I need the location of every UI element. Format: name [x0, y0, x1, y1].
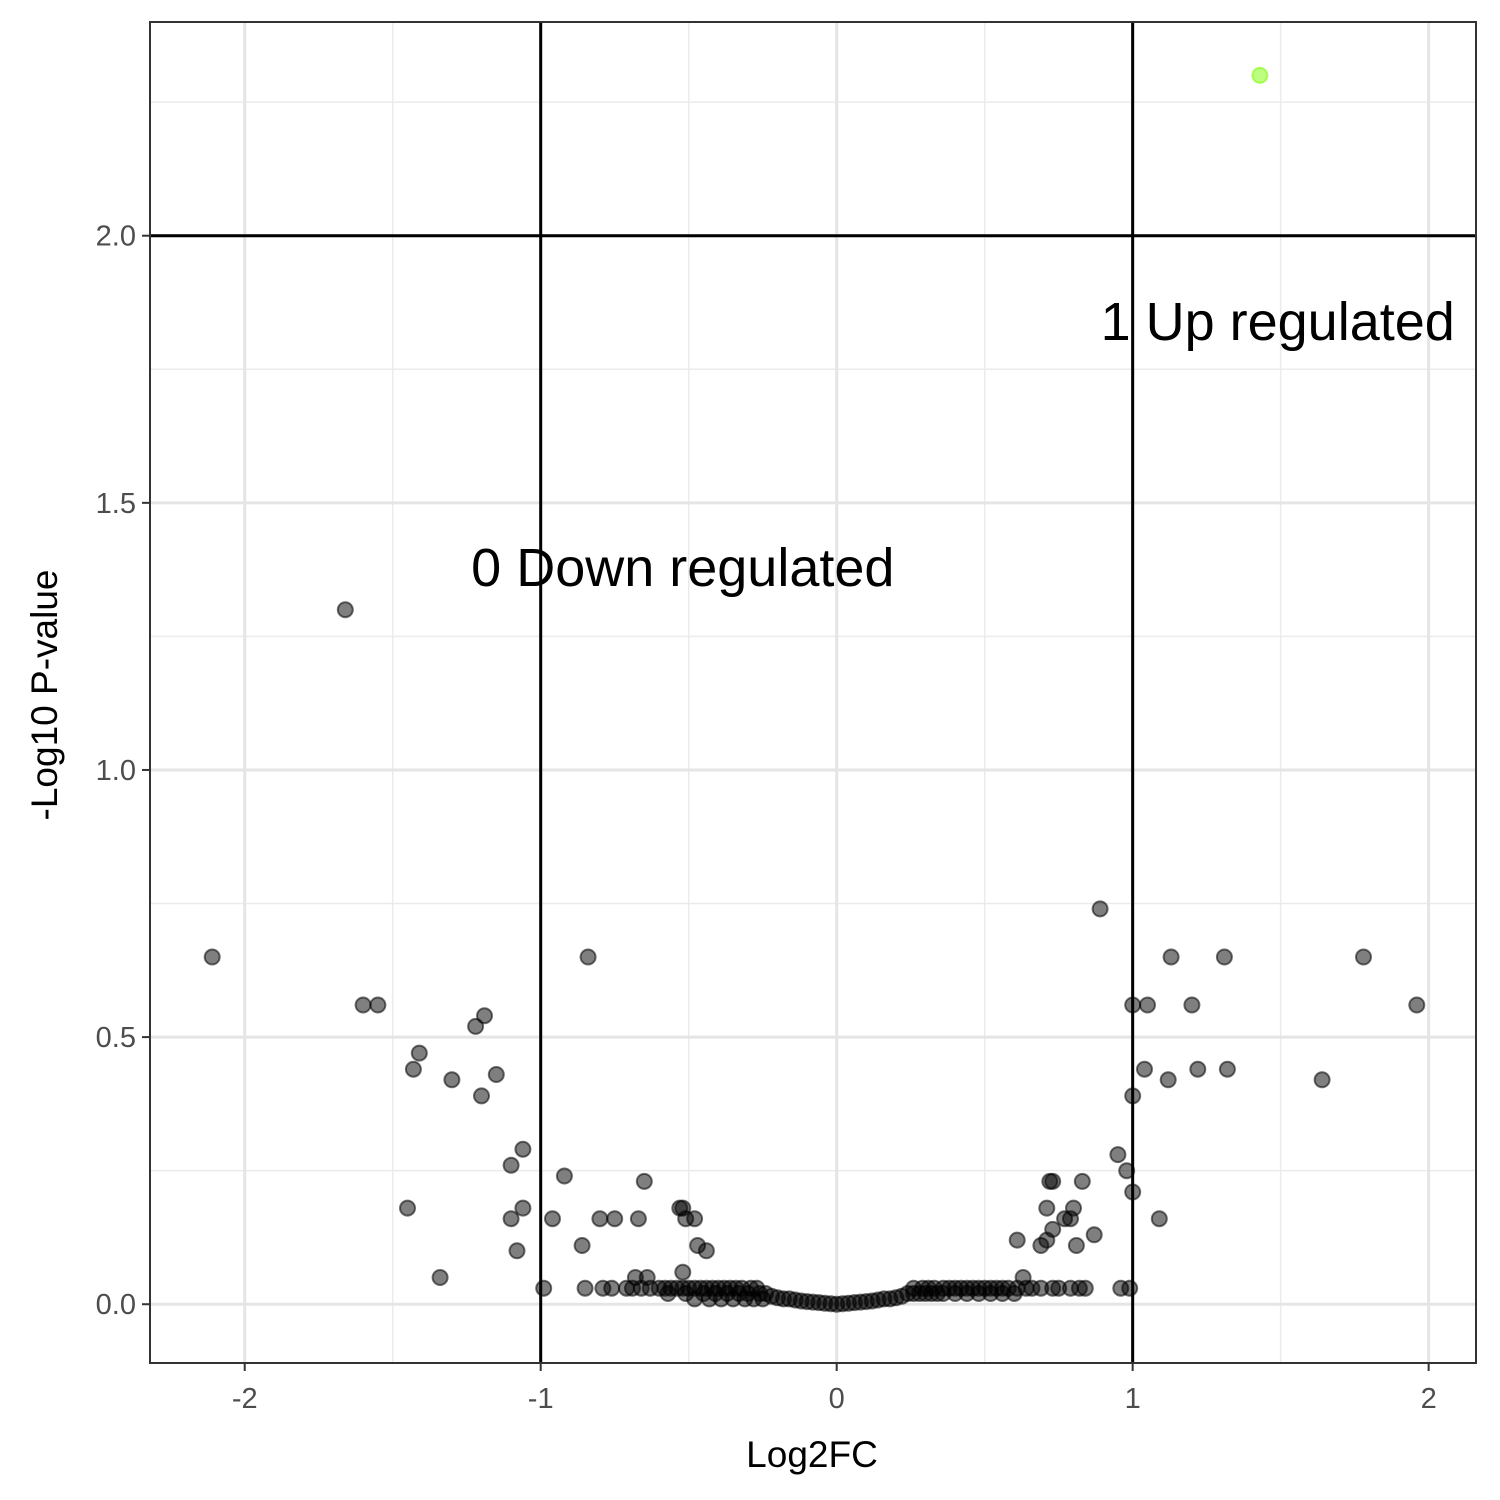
data-point: [1085, 1226, 1103, 1244]
data-point: [1159, 1071, 1177, 1089]
x-axis-title: Log2FC: [746, 1434, 878, 1475]
data-point: [1218, 1060, 1236, 1078]
x-tick-label: -2: [232, 1383, 258, 1415]
grid-lines: [150, 22, 1476, 1363]
data-point: [635, 1172, 653, 1190]
data-point: [1073, 1172, 1091, 1190]
data-point: [502, 1156, 520, 1174]
data-point: [1162, 948, 1180, 966]
y-tick-label: 1.5: [96, 488, 136, 520]
data-point: [1038, 1199, 1056, 1217]
data-point: [354, 996, 372, 1014]
data-point: [686, 1210, 704, 1228]
y-axis-ticks: 0.0 0.5 1.0 1.5 2.0: [96, 221, 150, 1321]
data-point: [555, 1167, 573, 1185]
data-point: [1044, 1220, 1062, 1238]
x-tick-label: 0: [829, 1383, 845, 1415]
y-tick-label: 0.5: [96, 1022, 136, 1054]
data-point: [1183, 996, 1201, 1014]
data-point: [1215, 948, 1233, 966]
data-point: [686, 1290, 704, 1308]
data-point: [1355, 948, 1372, 966]
data-point: [404, 1060, 422, 1078]
data-point: [603, 1279, 621, 1297]
data-point: [502, 1210, 520, 1228]
data-points: [203, 66, 1426, 1313]
data-point: [1121, 1279, 1139, 1297]
data-point: [443, 1071, 461, 1089]
data-point: [203, 948, 221, 966]
up-regulated-label: 1 Up regulated: [1101, 292, 1455, 352]
y-tick-label: 2.0: [96, 221, 136, 253]
x-tick-label: 1: [1125, 1383, 1141, 1415]
data-point: [629, 1210, 647, 1228]
data-point: [1150, 1210, 1168, 1228]
data-point: [659, 1285, 677, 1302]
data-point: [336, 601, 354, 619]
data-point: [1008, 1231, 1026, 1249]
data-point: [410, 1044, 428, 1062]
data-point: [1124, 996, 1142, 1014]
data-point: [1076, 1279, 1094, 1297]
data-point: [473, 1087, 490, 1105]
data-point: [1124, 1183, 1142, 1201]
data-point: [573, 1237, 591, 1254]
x-tick-label: 2: [1421, 1383, 1437, 1415]
data-point: [514, 1140, 532, 1158]
data-point: [674, 1263, 692, 1281]
y-tick-label: 1.0: [96, 755, 136, 787]
data-point: [576, 1279, 594, 1297]
data-point: [606, 1210, 624, 1228]
data-point: [1408, 996, 1426, 1014]
x-tick-label: -1: [528, 1383, 554, 1415]
data-point: [514, 1199, 532, 1217]
data-point: [1139, 996, 1156, 1014]
data-point: [1189, 1060, 1207, 1078]
y-tick-label: 0.0: [96, 1289, 136, 1321]
data-point: [508, 1242, 526, 1260]
data-point: [1136, 1060, 1153, 1078]
data-point: [369, 996, 387, 1014]
data-point: [1044, 1172, 1062, 1190]
data-point: [1109, 1146, 1127, 1164]
data-point: [487, 1066, 505, 1083]
annotations: 0 Down regulated 1 Up regulated: [471, 292, 1455, 598]
up-regulated-point: [1251, 66, 1269, 84]
data-point: [544, 1210, 561, 1228]
plot-panel-border: [149, 21, 1477, 1364]
data-point: [1313, 1071, 1331, 1089]
data-point: [1067, 1237, 1085, 1254]
data-point: [697, 1242, 715, 1260]
down-regulated-label: 0 Down regulated: [471, 538, 894, 598]
data-point: [399, 1199, 416, 1217]
threshold-lines: [150, 22, 1476, 1363]
x-axis-ticks: -2 -1 0 1 2: [232, 1363, 1437, 1415]
data-point: [467, 1017, 485, 1035]
data-point: [535, 1279, 553, 1297]
data-point: [431, 1269, 449, 1286]
data-point: [1124, 1087, 1142, 1105]
data-point: [1091, 900, 1109, 918]
data-point: [591, 1210, 609, 1228]
data-point: [476, 1007, 493, 1025]
y-axis-title: -Log10 P-value: [24, 570, 65, 821]
data-point: [1118, 1162, 1136, 1180]
data-point: [579, 948, 597, 966]
data-point: [1065, 1199, 1082, 1217]
data-point: [1014, 1269, 1032, 1286]
